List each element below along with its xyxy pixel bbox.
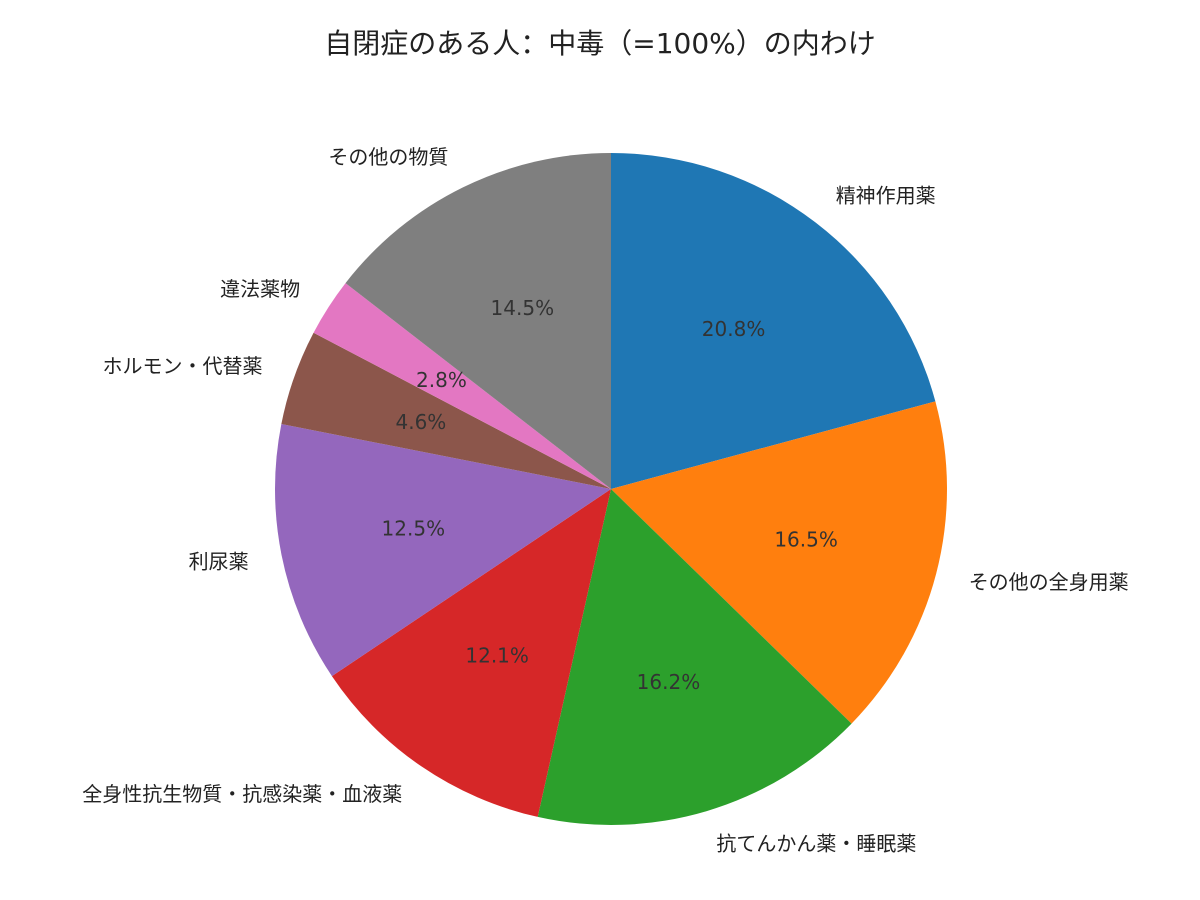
category-label-1: その他の全身用薬	[969, 570, 1129, 594]
category-label-0: 精神作用薬	[836, 184, 936, 208]
category-label-7: その他の物質	[328, 145, 448, 169]
percent-label-4: 12.5%	[382, 517, 446, 541]
category-label-2: 抗てんかん薬・睡眠薬	[716, 831, 916, 855]
percent-label-1: 16.5%	[774, 528, 838, 552]
chart-title: 自閉症のある人：中毒（=100%）の内わけ	[324, 27, 876, 60]
percent-labels: 20.8% 16.5% 16.2% 12.1% 12.5% 4.6% 2.8% 14.5%	[382, 296, 838, 694]
percent-label-3: 12.1%	[465, 643, 529, 667]
percent-label-5: 4.6%	[395, 410, 446, 434]
pie-slice-7	[345, 153, 611, 489]
percent-label-2: 16.2%	[637, 670, 701, 694]
pie-slice-0	[611, 153, 936, 489]
percent-label-7: 14.5%	[491, 296, 555, 320]
pie-slice-4	[275, 423, 611, 677]
category-label-4: 利尿薬	[189, 550, 249, 574]
pie-slice-5	[281, 332, 611, 489]
category-label-3: 全身性抗生物質・抗感染薬・血液薬	[82, 782, 402, 806]
pie-slice-2	[537, 489, 852, 825]
pie-slice-6	[313, 283, 611, 489]
percent-label-6: 2.8%	[416, 368, 467, 392]
pie-slices	[275, 153, 947, 825]
pie-slice-1	[611, 401, 947, 724]
percent-label-0: 20.8%	[702, 317, 766, 341]
category-label-6: 違法薬物	[220, 277, 300, 301]
category-label-5: ホルモン・代替薬	[102, 354, 262, 378]
pie-slice-3	[331, 489, 611, 817]
